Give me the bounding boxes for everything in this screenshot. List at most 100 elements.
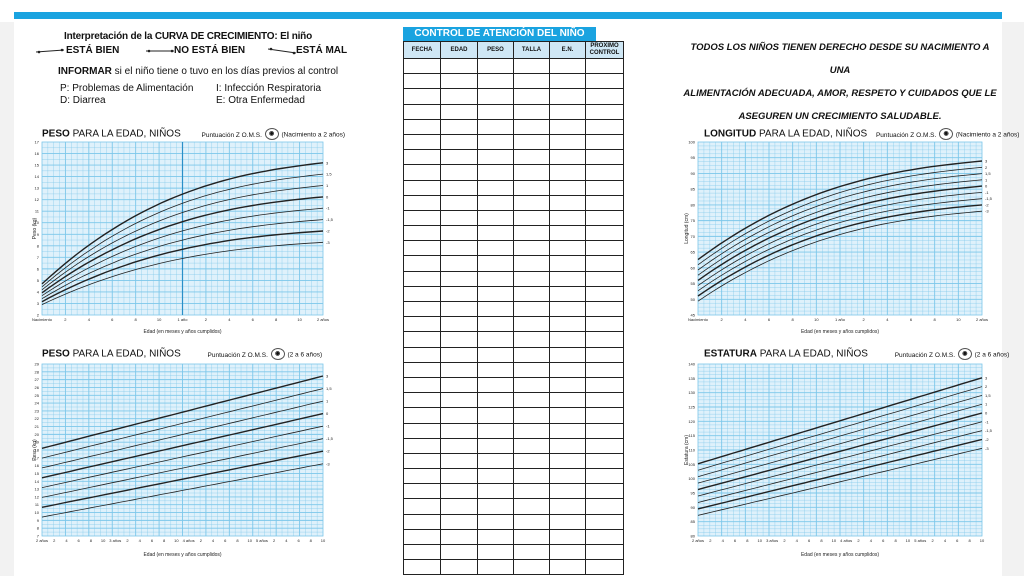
table-cell[interactable] — [477, 437, 514, 454]
table-cell[interactable] — [477, 164, 514, 181]
table-cell[interactable] — [403, 407, 441, 424]
table-cell[interactable] — [513, 285, 550, 303]
table-cell[interactable] — [549, 331, 586, 348]
table-cell[interactable] — [513, 528, 550, 546]
table-cell[interactable] — [513, 498, 550, 515]
table-cell[interactable] — [513, 149, 550, 166]
table-cell[interactable] — [477, 270, 514, 287]
table-cell[interactable] — [440, 103, 478, 120]
table-cell[interactable] — [549, 452, 586, 470]
table-cell[interactable] — [585, 528, 624, 546]
table-cell[interactable] — [585, 118, 624, 135]
table-cell[interactable] — [585, 194, 624, 211]
table-cell[interactable] — [440, 194, 478, 211]
table-cell[interactable] — [549, 498, 586, 515]
table-cell[interactable] — [440, 316, 478, 333]
table-cell[interactable] — [440, 133, 478, 151]
table-cell[interactable] — [440, 361, 478, 378]
table-cell[interactable] — [403, 513, 441, 530]
table-cell[interactable] — [585, 270, 624, 287]
table-cell[interactable] — [549, 468, 586, 485]
table-cell[interactable] — [513, 543, 550, 561]
table-cell[interactable] — [403, 300, 441, 318]
table-cell[interactable] — [403, 483, 441, 500]
table-cell[interactable] — [513, 483, 550, 500]
table-cell[interactable] — [513, 376, 550, 394]
table-cell[interactable] — [440, 240, 478, 257]
table-cell[interactable] — [440, 407, 478, 424]
table-cell[interactable] — [549, 543, 586, 561]
table-cell[interactable] — [403, 88, 441, 105]
table-cell[interactable] — [403, 103, 441, 120]
table-cell[interactable] — [513, 437, 550, 454]
table-cell[interactable] — [513, 361, 550, 378]
table-cell[interactable] — [403, 392, 441, 409]
table-cell[interactable] — [585, 422, 624, 439]
table-cell[interactable] — [549, 194, 586, 211]
table-cell[interactable] — [549, 225, 586, 242]
table-cell[interactable] — [585, 103, 624, 120]
table-cell[interactable] — [585, 73, 624, 90]
table-cell[interactable] — [440, 118, 478, 135]
table-cell[interactable] — [403, 437, 441, 454]
table-cell[interactable] — [549, 73, 586, 90]
table-cell[interactable] — [585, 452, 624, 470]
table-cell[interactable] — [403, 498, 441, 515]
table-cell[interactable] — [585, 316, 624, 333]
table-cell[interactable] — [513, 316, 550, 333]
table-cell[interactable] — [585, 300, 624, 318]
table-cell[interactable] — [477, 300, 514, 318]
table-cell[interactable] — [477, 468, 514, 485]
table-cell[interactable] — [549, 376, 586, 394]
table-cell[interactable] — [477, 225, 514, 242]
table-cell[interactable] — [477, 88, 514, 105]
table-cell[interactable] — [549, 179, 586, 196]
table-cell[interactable] — [440, 468, 478, 485]
table-cell[interactable] — [585, 240, 624, 257]
table-cell[interactable] — [549, 285, 586, 303]
table-cell[interactable] — [513, 422, 550, 439]
table-cell[interactable] — [403, 331, 441, 348]
table-cell[interactable] — [440, 543, 478, 561]
table-cell[interactable] — [513, 209, 550, 227]
table-cell[interactable] — [513, 225, 550, 242]
table-cell[interactable] — [440, 376, 478, 394]
table-cell[interactable] — [549, 513, 586, 530]
table-cell[interactable] — [403, 73, 441, 90]
table-cell[interactable] — [585, 285, 624, 303]
table-cell[interactable] — [477, 194, 514, 211]
table-cell[interactable] — [403, 422, 441, 439]
table-cell[interactable] — [477, 133, 514, 151]
table-cell[interactable] — [585, 407, 624, 424]
table-cell[interactable] — [440, 285, 478, 303]
table-cell[interactable] — [513, 559, 550, 576]
table-cell[interactable] — [403, 240, 441, 257]
table-cell[interactable] — [477, 316, 514, 333]
table-cell[interactable] — [513, 73, 550, 90]
table-cell[interactable] — [403, 164, 441, 181]
table-cell[interactable] — [585, 483, 624, 500]
table-cell[interactable] — [513, 407, 550, 424]
table-cell[interactable] — [549, 103, 586, 120]
table-cell[interactable] — [513, 331, 550, 348]
table-cell[interactable] — [549, 255, 586, 272]
table-cell[interactable] — [585, 133, 624, 151]
table-cell[interactable] — [549, 422, 586, 439]
table-cell[interactable] — [477, 483, 514, 500]
table-cell[interactable] — [513, 392, 550, 409]
table-cell[interactable] — [403, 270, 441, 287]
table-cell[interactable] — [513, 103, 550, 120]
table-cell[interactable] — [585, 346, 624, 363]
table-cell[interactable] — [477, 255, 514, 272]
table-cell[interactable] — [440, 57, 478, 75]
table-cell[interactable] — [549, 300, 586, 318]
table-cell[interactable] — [440, 346, 478, 363]
table-cell[interactable] — [440, 164, 478, 181]
table-cell[interactable] — [513, 468, 550, 485]
table-cell[interactable] — [513, 194, 550, 211]
table-cell[interactable] — [403, 346, 441, 363]
table-cell[interactable] — [440, 270, 478, 287]
table-cell[interactable] — [440, 255, 478, 272]
table-cell[interactable] — [403, 543, 441, 561]
table-cell[interactable] — [549, 57, 586, 75]
